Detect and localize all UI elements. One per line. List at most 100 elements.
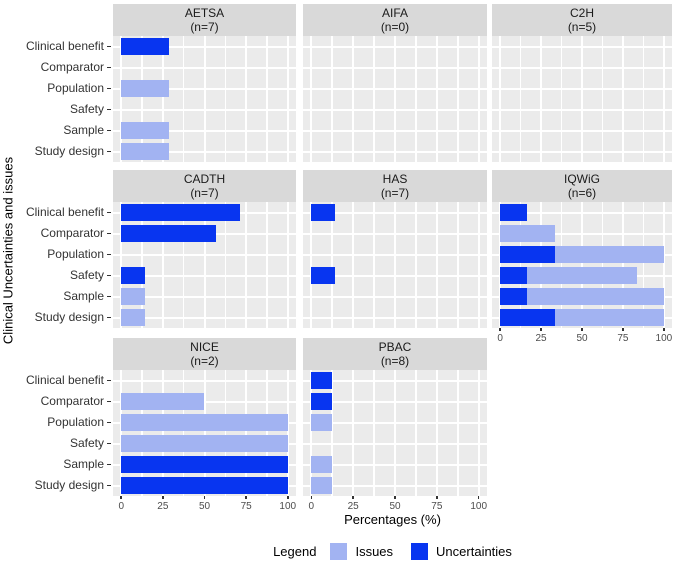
gridline	[394, 36, 396, 162]
axis-tick-label: 75	[431, 501, 443, 512]
gridline	[457, 36, 459, 162]
axis-tick-label: 50	[389, 501, 401, 512]
legend-label-issues: Issues	[355, 543, 394, 559]
facet-sample-size: (n=7)	[190, 186, 219, 200]
category-label: Study design	[34, 144, 104, 158]
facet-title: C2H	[569, 6, 594, 20]
gridline	[113, 400, 296, 403]
gridline	[203, 370, 206, 496]
category-label: Study design	[34, 478, 104, 492]
category-tick	[107, 232, 111, 235]
axis-tick	[394, 496, 396, 499]
facet-strip: NICE (n=2)	[113, 338, 296, 370]
bar-segment	[121, 435, 288, 452]
gridline	[352, 202, 355, 328]
gridline	[113, 295, 296, 298]
axis-tick	[203, 496, 206, 499]
gridline	[581, 202, 583, 328]
gridline	[492, 129, 672, 132]
gridline	[621, 36, 624, 162]
gridline	[621, 202, 624, 328]
gridline	[245, 36, 248, 162]
legend-label-uncertainties: Uncertainties	[436, 543, 512, 559]
gridline	[303, 442, 487, 445]
facet-strip: CADTH (n=7)	[113, 170, 296, 202]
bar-segment	[554, 309, 664, 326]
gridline	[303, 274, 487, 277]
axis-tick	[162, 496, 164, 499]
facet-panel	[113, 370, 296, 496]
axis-tick-label: 0	[497, 333, 503, 344]
gridline	[310, 202, 313, 328]
axis-tick	[352, 496, 354, 499]
category-tick	[107, 316, 111, 319]
gridline	[499, 202, 502, 328]
bar-segment	[500, 204, 528, 221]
bar-segment	[311, 456, 333, 473]
gridline	[560, 36, 563, 162]
gridline	[303, 379, 487, 382]
bar-segment	[121, 225, 217, 242]
gridline	[457, 370, 459, 496]
category-label: Sample	[63, 457, 104, 471]
gridline	[601, 202, 604, 328]
gridline	[435, 202, 438, 328]
gridline	[477, 370, 480, 496]
gridline	[224, 36, 227, 162]
gridline	[303, 421, 487, 424]
category-tick	[107, 463, 111, 466]
gridline	[303, 232, 487, 235]
gridline	[492, 66, 672, 69]
bar-segment	[121, 80, 169, 97]
category-label: Comparator	[40, 394, 104, 408]
gridline	[113, 379, 296, 382]
gridline	[161, 36, 164, 162]
axis-tick-label: 75	[240, 501, 252, 512]
gridline	[477, 36, 480, 162]
gridline	[113, 253, 296, 256]
gridline	[492, 150, 672, 153]
gridline	[303, 108, 487, 111]
gridline	[352, 36, 355, 162]
gridline	[266, 370, 268, 496]
gridline	[601, 36, 604, 162]
gridline	[310, 36, 313, 162]
category-label: Safety	[69, 268, 104, 282]
gridline	[182, 370, 185, 496]
facet-sample-size: (n=7)	[190, 20, 219, 34]
gridline	[303, 463, 487, 466]
category-label: Population	[47, 81, 104, 95]
gridline	[540, 202, 543, 328]
gridline	[113, 129, 296, 132]
gridline	[415, 202, 417, 328]
facet-panel	[303, 202, 487, 328]
legend-title: Legend	[273, 543, 317, 559]
gridline	[499, 36, 502, 162]
gridline	[373, 36, 375, 162]
facet-strip: AETSA (n=7)	[113, 4, 296, 36]
category-label: Comparator	[40, 226, 104, 240]
gridline	[113, 108, 296, 111]
category-tick	[107, 129, 111, 132]
axis-tick-label: 50	[198, 501, 211, 512]
gridline	[331, 370, 333, 496]
gridline	[310, 370, 313, 496]
axis-tick	[245, 496, 247, 499]
gridline	[161, 202, 164, 328]
gridline	[415, 370, 417, 496]
gridline	[394, 370, 396, 496]
gridline	[303, 150, 487, 153]
category-tick	[107, 484, 111, 487]
category-label: Clinical benefit	[25, 205, 104, 219]
category-tick	[107, 253, 111, 256]
category-label: Population	[47, 415, 104, 429]
category-tick	[107, 150, 111, 153]
gridline	[303, 295, 487, 298]
bar-segment	[311, 372, 333, 389]
gridline	[303, 211, 487, 214]
bar-segment	[554, 246, 664, 263]
facet-panel	[113, 202, 296, 328]
bar-segment	[500, 267, 528, 284]
facet-title: NICE	[190, 340, 219, 354]
gridline	[141, 370, 143, 496]
